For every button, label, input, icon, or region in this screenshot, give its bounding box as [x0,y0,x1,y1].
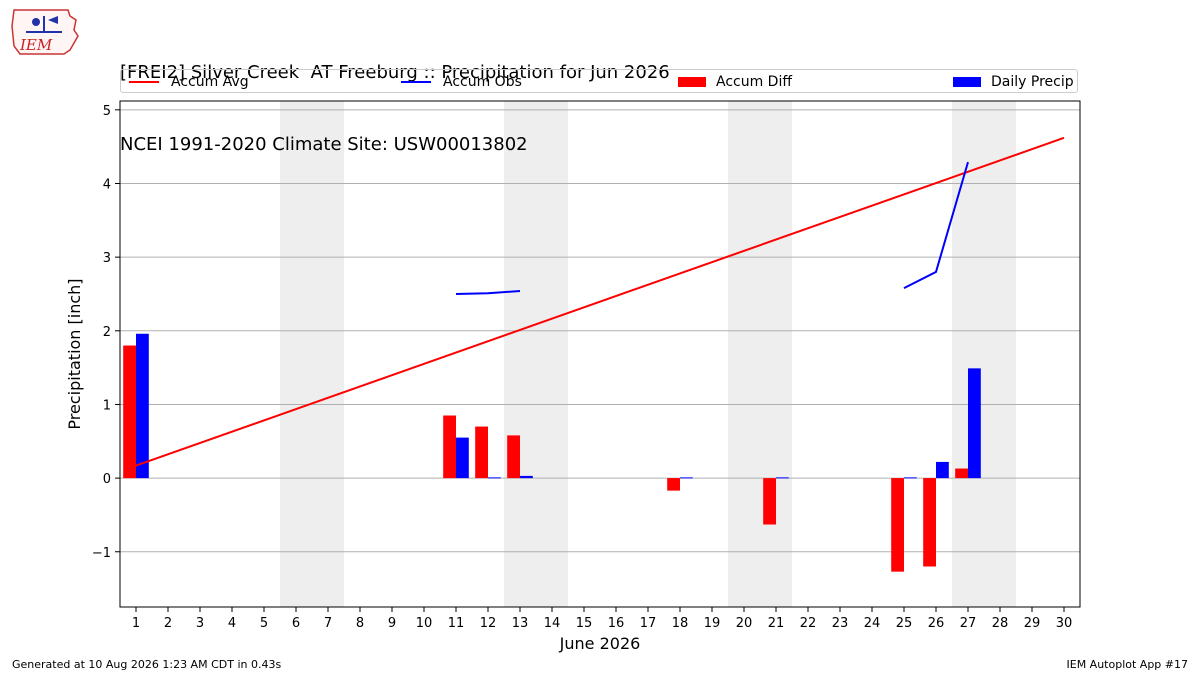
x-tick-label: 2 [164,616,172,631]
x-tick-label: 8 [356,616,364,631]
y-tick-label: 0 [103,472,111,487]
x-tick-label: 11 [448,616,465,631]
daily-precip-bar [776,477,789,479]
daily-precip-bar [936,461,949,479]
accum-diff-bar [123,345,136,479]
weekend-band [280,101,344,607]
x-tick-label: 21 [768,616,785,631]
x-tick-label: 25 [896,616,913,631]
legend-swatch [129,81,159,83]
legend-swatch [953,77,981,87]
y-tick-label: 2 [103,325,111,340]
generated-timestamp: Generated at 10 Aug 2026 1:23 AM CDT in … [12,658,282,671]
legend-swatch [401,81,431,83]
y-tick-label: 3 [103,251,111,266]
x-axis-ticks: 1 2 3 4 5 6 7 8 9 10 11 12 13 14 15 16 17 18 19 20 21 22 23 24 2… [132,607,1072,631]
legend-label: Accum Diff [716,74,793,90]
chart-title: [FREI2] Silver Creek AT Freeburg :: Prec… [120,13,670,181]
x-tick-label: 6 [292,616,300,631]
x-tick-label: 26 [928,616,945,631]
x-tick-label: 30 [1056,616,1073,631]
x-tick-label: 4 [228,616,236,631]
x-tick-label: 5 [260,616,268,631]
x-axis-label: June 2026 [559,634,641,653]
legend-item-accum-avg: Accum Avg [129,73,249,91]
accum-diff-bar [443,415,456,479]
x-tick-label: 28 [992,616,1009,631]
legend-label: Daily Precip [991,74,1074,90]
x-tick-label: 18 [672,616,689,631]
x-tick-label: 19 [704,616,721,631]
accum-diff-bar [667,478,680,491]
weekend-bands [280,101,1016,607]
y-tick-label: −1 [92,546,111,561]
x-tick-label: 14 [544,616,561,631]
app-credit: IEM Autoplot App #17 [1066,658,1189,671]
x-tick-label: 27 [960,616,977,631]
accum-obs-line [903,161,969,289]
daily-precip-bar [136,333,149,479]
iem-logo-icon: IEM [11,9,79,55]
accum-diff-bar [891,478,904,572]
weekend-band [728,101,792,607]
x-tick-label: 12 [480,616,497,631]
x-tick-label: 3 [196,616,204,631]
accum-obs-line [455,290,521,295]
x-tick-label: 10 [416,616,433,631]
grid-lines [120,109,1080,553]
daily-precip-bar [968,368,981,479]
weekend-band [952,101,1016,607]
y-axis-label: Precipitation [inch] [65,278,84,429]
y-tick-label: 1 [103,398,111,413]
x-tick-label: 20 [736,616,753,631]
daily-precip-bar [904,477,917,479]
weekend-band [504,101,568,607]
legend-item-accum-obs: Accum Obs [401,73,522,91]
x-tick-label: 17 [640,616,657,631]
accum-diff-bar [507,435,520,479]
x-tick-label: 24 [864,616,881,631]
legend-label: Accum Obs [443,74,522,90]
legend-swatch [678,77,706,87]
daily-precip-bar [456,437,469,479]
bars [123,333,981,572]
legend-label: Accum Avg [171,74,249,90]
daily-precip-bar [680,477,693,479]
x-tick-label: 1 [132,616,140,631]
y-axis-ticks: −1 0 1 2 3 4 5 [92,104,120,561]
legend-item-accum-diff: Accum Diff [678,73,792,91]
x-tick-label: 22 [800,616,817,631]
x-tick-label: 15 [576,616,593,631]
daily-precip-bar [520,475,533,479]
accum-diff-bar [955,468,968,479]
title-line-2: NCEI 1991-2020 Climate Site: USW00013802 [120,134,528,155]
x-tick-label: 16 [608,616,625,631]
plot-frame [119,100,1081,608]
accum-avg-line [135,136,1065,467]
x-tick-label: 23 [832,616,849,631]
x-tick-label: 13 [512,616,529,631]
x-tick-label: 7 [324,616,332,631]
title-line-1: [FREI2] Silver Creek AT Freeburg :: Prec… [120,62,670,83]
daily-precip-bar [488,477,501,479]
x-tick-label: 9 [388,616,396,631]
accum-diff-bar [763,478,776,525]
logo-text: IEM [19,36,53,54]
legend: Accum Avg Accum Obs Accum Diff Daily Pre… [120,69,1078,93]
accum-diff-bar [475,426,488,479]
x-tick-label: 29 [1024,616,1041,631]
accum-diff-bar [923,478,936,567]
lines [135,136,1065,467]
y-tick-label: 4 [103,177,111,192]
iem-logo: IEM [8,6,80,58]
legend-item-daily-precip: Daily Precip [953,73,1074,91]
y-tick-label: 5 [103,104,111,119]
